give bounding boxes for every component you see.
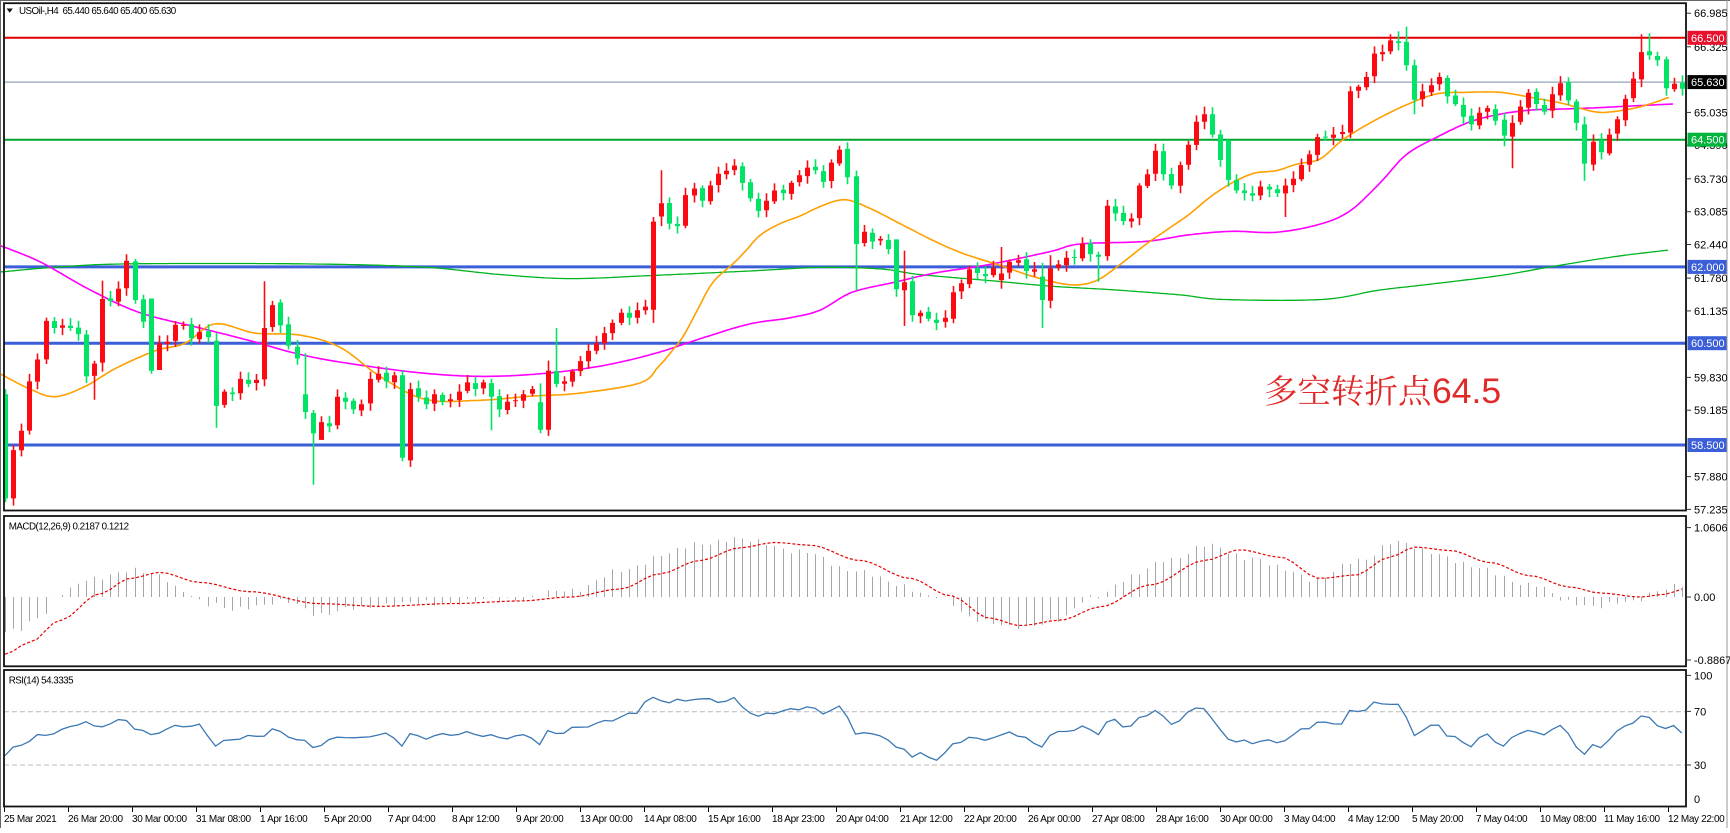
svg-text:28 Apr 16:00: 28 Apr 16:00 xyxy=(1156,814,1209,825)
svg-text:66.500: 66.500 xyxy=(1691,33,1725,45)
svg-text:4 May 12:00: 4 May 12:00 xyxy=(1348,814,1400,825)
svg-text:MACD(12,26,9) 0.2187 0.1212: MACD(12,26,9) 0.2187 0.1212 xyxy=(9,522,129,533)
svg-text:26 Apr 00:00: 26 Apr 00:00 xyxy=(1028,814,1081,825)
svg-text:7 May 04:00: 7 May 04:00 xyxy=(1476,814,1528,825)
svg-text:11 May 16:00: 11 May 16:00 xyxy=(1604,814,1660,825)
svg-text:9 Apr 20:00: 9 Apr 20:00 xyxy=(516,814,564,825)
svg-text:10 May 08:00: 10 May 08:00 xyxy=(1540,814,1597,825)
svg-text:-0.8867: -0.8867 xyxy=(1694,655,1730,667)
svg-text:18 Apr 23:00: 18 Apr 23:00 xyxy=(772,814,825,825)
svg-text:0.00: 0.00 xyxy=(1694,592,1715,604)
svg-text:USOil-,H4 65.440 65.640 65.40: USOil-,H4 65.440 65.640 65.400 65.630 xyxy=(19,6,177,17)
svg-text:13 Apr 00:00: 13 Apr 00:00 xyxy=(580,814,633,825)
svg-text:7 Apr 04:00: 7 Apr 04:00 xyxy=(388,814,436,825)
svg-text:0: 0 xyxy=(1694,794,1700,806)
svg-text:14 Apr 08:00: 14 Apr 08:00 xyxy=(644,814,697,825)
svg-text:59.830: 59.830 xyxy=(1694,372,1728,384)
svg-text:3 May 04:00: 3 May 04:00 xyxy=(1284,814,1336,825)
svg-text:62.000: 62.000 xyxy=(1691,262,1725,274)
svg-text:64.5: 64.5 xyxy=(1432,371,1501,411)
svg-text:5 May 20:00: 5 May 20:00 xyxy=(1412,814,1464,825)
svg-text:RSI(14) 54.3335: RSI(14) 54.3335 xyxy=(9,676,74,687)
svg-text:30 Apr 00:00: 30 Apr 00:00 xyxy=(1220,814,1273,825)
svg-text:20 Apr 04:00: 20 Apr 04:00 xyxy=(836,814,889,825)
svg-text:65.035: 65.035 xyxy=(1694,107,1728,119)
svg-text:65.630: 65.630 xyxy=(1691,77,1725,89)
svg-text:30 Mar 00:00: 30 Mar 00:00 xyxy=(132,814,188,825)
svg-text:61.135: 61.135 xyxy=(1694,306,1728,318)
svg-text:63.085: 63.085 xyxy=(1694,207,1728,219)
svg-text:21 Apr 12:00: 21 Apr 12:00 xyxy=(900,814,953,825)
svg-text:30: 30 xyxy=(1694,760,1706,772)
svg-text:12 May 22:00: 12 May 22:00 xyxy=(1668,814,1725,825)
svg-text:15 Apr 16:00: 15 Apr 16:00 xyxy=(708,814,761,825)
svg-text:100: 100 xyxy=(1694,670,1712,682)
svg-text:60.500: 60.500 xyxy=(1691,338,1725,350)
svg-text:8 Apr 12:00: 8 Apr 12:00 xyxy=(452,814,500,825)
svg-text:31 Mar 08:00: 31 Mar 08:00 xyxy=(196,814,252,825)
svg-text:1 Apr 16:00: 1 Apr 16:00 xyxy=(260,814,308,825)
svg-text:58.500: 58.500 xyxy=(1691,440,1725,452)
svg-text:57.235: 57.235 xyxy=(1694,504,1728,516)
svg-text:66.985: 66.985 xyxy=(1694,8,1728,20)
svg-text:5 Apr 20:00: 5 Apr 20:00 xyxy=(324,814,372,825)
svg-text:61.780: 61.780 xyxy=(1694,273,1728,285)
svg-text:26 Mar 20:00: 26 Mar 20:00 xyxy=(68,814,124,825)
svg-text:22 Apr 20:00: 22 Apr 20:00 xyxy=(964,814,1017,825)
svg-text:59.185: 59.185 xyxy=(1694,405,1728,417)
svg-text:25 Mar 2021: 25 Mar 2021 xyxy=(4,814,57,825)
svg-text:63.730: 63.730 xyxy=(1694,174,1728,186)
svg-text:1.0606: 1.0606 xyxy=(1694,523,1728,535)
svg-text:64.500: 64.500 xyxy=(1691,135,1725,147)
svg-text:70: 70 xyxy=(1694,706,1706,718)
svg-text:62.440: 62.440 xyxy=(1694,240,1728,252)
svg-text:57.880: 57.880 xyxy=(1694,472,1728,484)
svg-text:27 Apr 08:00: 27 Apr 08:00 xyxy=(1092,814,1145,825)
